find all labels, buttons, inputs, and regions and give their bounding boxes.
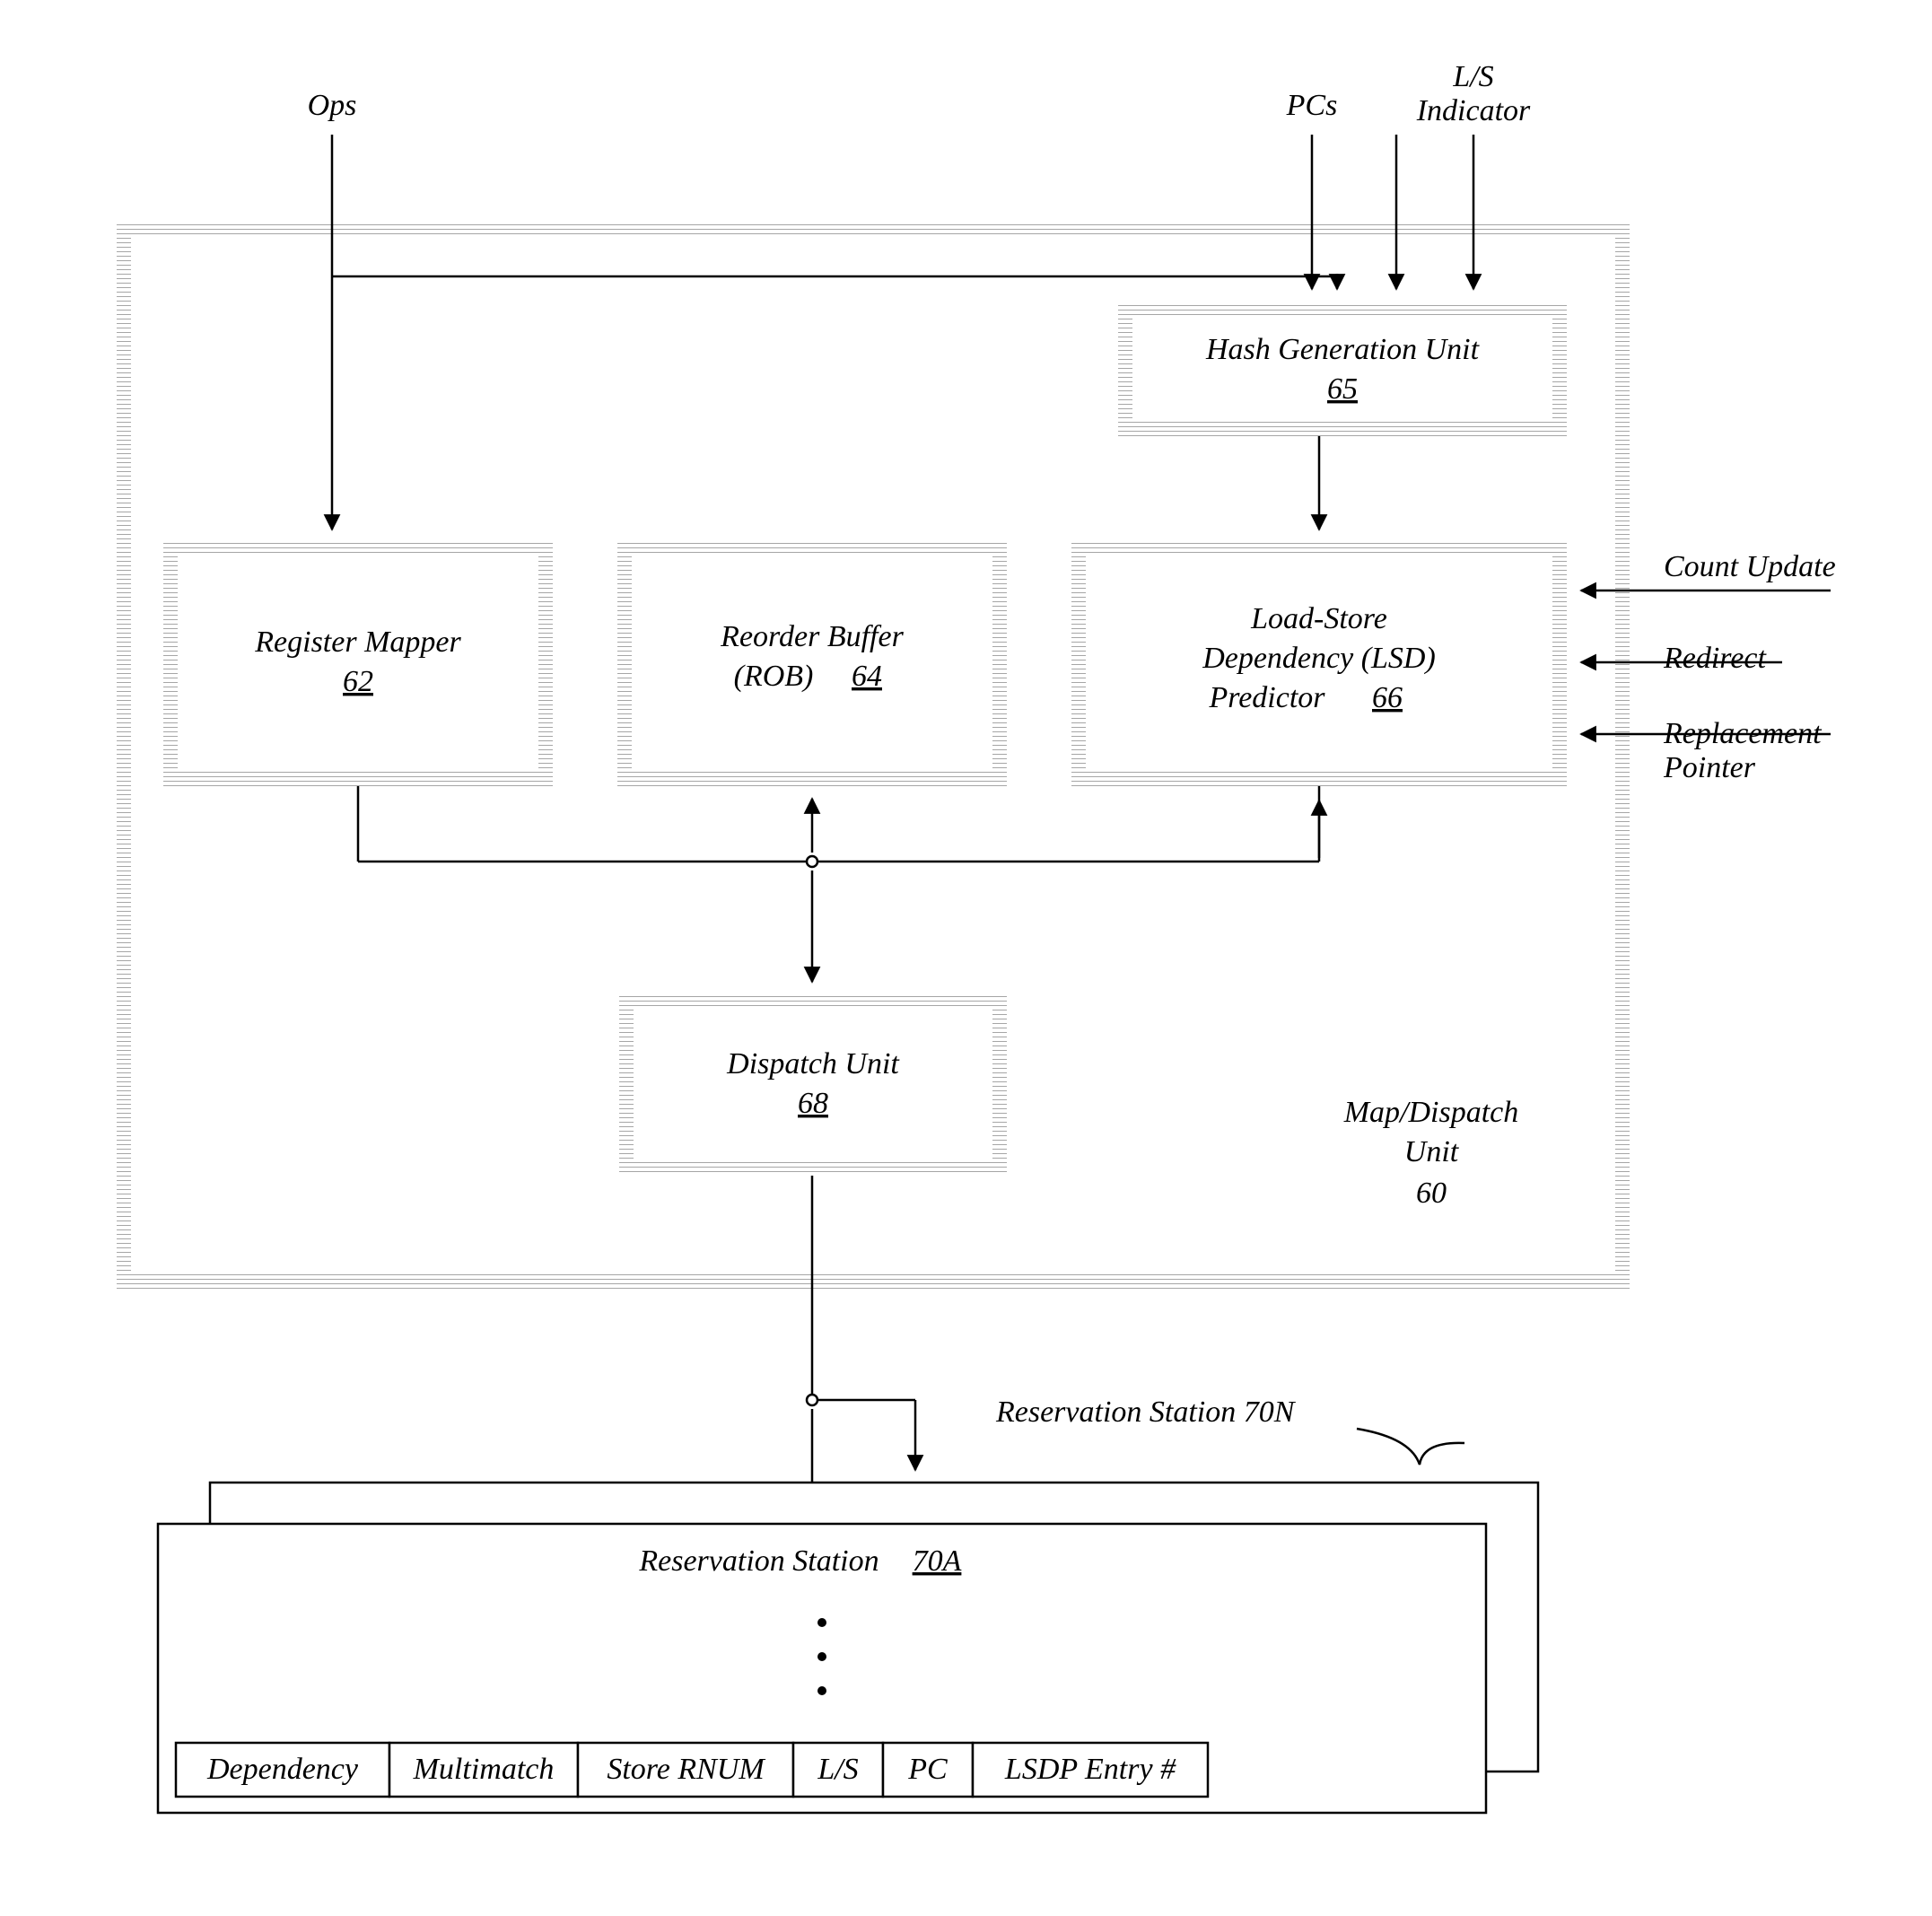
reorder-buffer-block: Reorder Buffer (ROB) 64	[617, 542, 1007, 786]
lsd-label-2: Dependency (LSD)	[1202, 642, 1436, 675]
dispatch-num: 68	[798, 1087, 828, 1120]
cell-dependency: Dependency	[206, 1753, 359, 1786]
ls-indicator-label-1: L/S	[1452, 60, 1493, 93]
dispatch-label: Dispatch Unit	[726, 1047, 900, 1080]
redirect-label: Redirect	[1663, 642, 1767, 675]
lsd-label-1: Load-Store	[1250, 602, 1387, 635]
replacement-pointer-label-2: Pointer	[1663, 751, 1756, 784]
cell-store-rnum: Store RNUM	[607, 1753, 765, 1786]
rs-front-label: Reservation Station	[638, 1544, 879, 1578]
hash-generation-unit-block: Hash Generation Unit 65	[1118, 302, 1567, 436]
ops-input-label: Ops	[308, 89, 357, 122]
reg-mapper-num: 62	[343, 665, 373, 698]
count-update-label: Count Update	[1664, 550, 1836, 583]
rs-cells-row: Dependency Multimatch Store RNUM L/S PC …	[176, 1743, 1208, 1797]
pcs-input-label: PCs	[1286, 89, 1338, 122]
lsd-num: 66	[1372, 681, 1403, 714]
container-title-2: Unit	[1404, 1135, 1460, 1168]
hash-gen-num: 65	[1327, 372, 1358, 406]
hash-gen-label: Hash Generation Unit	[1205, 333, 1481, 366]
cell-multimatch: Multimatch	[413, 1753, 555, 1786]
cell-pc: PC	[907, 1753, 948, 1786]
container-number: 60	[1416, 1177, 1447, 1210]
dispatch-unit-block: Dispatch Unit 68	[619, 994, 1007, 1176]
lsd-label-3: Predictor	[1208, 681, 1325, 714]
rs-back-label: Reservation Station 70N	[995, 1395, 1297, 1429]
rs-front-num: 70A	[913, 1544, 962, 1578]
rob-num: 64	[852, 660, 882, 693]
reservation-station-front: Reservation Station 70A Dependency Multi…	[158, 1524, 1486, 1813]
lsd-predictor-block: Load-Store Dependency (LSD) Predictor 66	[1071, 542, 1567, 786]
map-dispatch-diagram: Ops PCs L/S Indicator Map/Dispatch Unit …	[0, 0, 1932, 1916]
ls-indicator-label-2: Indicator	[1416, 94, 1531, 127]
rob-label-1: Reorder Buffer	[720, 620, 904, 653]
rs-back-pointer-curve	[1357, 1429, 1464, 1465]
bus-junction-dot	[807, 856, 817, 867]
cell-ls: L/S	[817, 1753, 858, 1786]
cell-lsdp-entry: LSDP Entry #	[1004, 1753, 1176, 1786]
container-title-1: Map/Dispatch	[1343, 1096, 1519, 1129]
reg-mapper-label: Register Mapper	[254, 626, 461, 659]
register-mapper-block: Register Mapper 62	[163, 542, 553, 786]
rob-label-2: (ROB)	[734, 660, 814, 693]
rs-junction-dot	[807, 1395, 817, 1405]
